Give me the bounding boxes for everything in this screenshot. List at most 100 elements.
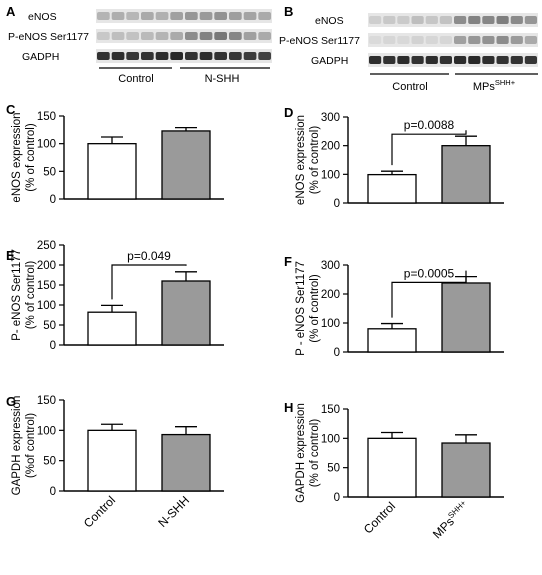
blot-band (258, 52, 271, 60)
chart-h-ylabel-line: GAPDH expression (295, 403, 307, 503)
chart-f-bar-1 (367, 328, 417, 353)
chart-e-ytick-label: 250 (37, 240, 56, 252)
blot-b-group-label-mps-sup: SHH+ (495, 78, 516, 87)
blot-b-row-label-gadph: GADPH (311, 55, 348, 67)
chart-g-ytick-label: 150 (37, 395, 56, 407)
chart-g-ytick-label: 100 (37, 425, 56, 437)
blot-band (155, 52, 169, 60)
chart-g-ytick-label: 50 (43, 456, 56, 468)
blot-band (468, 56, 481, 64)
chart-e-significance-bracket (111, 264, 187, 300)
blot-b-row-label-p-enos: P-eNOS Ser1177 (279, 35, 360, 47)
blot-band (199, 32, 213, 40)
panel-letter-g: G (6, 394, 16, 409)
blot-band (170, 52, 183, 60)
blot-strip (368, 33, 538, 47)
chart-e-significance-label: p=0.049 (127, 249, 171, 263)
blot-band (155, 12, 169, 20)
chart-d-ytick-label: 300 (321, 112, 340, 124)
blot-band (258, 12, 271, 20)
blot-b-group-label-control: Control (392, 81, 427, 93)
blot-a-row-label-enos: eNOS (28, 11, 57, 23)
blot-band (411, 36, 424, 44)
blot-band (243, 32, 257, 40)
chart-e-ytick-label: 200 (37, 260, 56, 272)
chart-e-ytick-label: 150 (37, 280, 56, 292)
chart-c-ytick-label: 50 (43, 166, 56, 178)
chart-e-ytick-label: 100 (37, 300, 56, 312)
blot-band (482, 16, 495, 24)
chart-g-bar-1 (87, 429, 137, 492)
chart-f-ylabel-line: (% of control) (309, 274, 321, 343)
panel-letter-b: B (284, 4, 293, 19)
blot-band (383, 36, 396, 44)
blot-band (397, 56, 410, 64)
chart-h-ytick-label: 150 (321, 404, 340, 416)
blot-band (411, 16, 424, 24)
chart-f-ytick-label: 0 (334, 347, 340, 359)
blot-band (425, 56, 438, 64)
blot-band (496, 56, 509, 64)
blot-band (369, 56, 382, 64)
blot-band (510, 56, 523, 64)
chart-h-xtick-label-2: MPsSHH+ (429, 498, 472, 541)
blot-band (185, 52, 198, 60)
chart-f-bar-2 (441, 282, 491, 353)
chart-f-significance-bracket (391, 270, 467, 318)
blot-band (425, 36, 438, 44)
chart-f-significance-label: p=0.0005 (404, 266, 455, 280)
chart-g-xtick-label-2: N-SHH (155, 493, 192, 530)
blot-band (383, 56, 396, 64)
chart-g-bar-2 (161, 433, 211, 492)
blot-band (111, 32, 125, 40)
chart-f-ytick-label: 100 (321, 318, 340, 330)
panel-letter-d: D (284, 105, 293, 120)
blot-band (454, 16, 467, 24)
blot-band (214, 32, 227, 40)
blot-band (369, 16, 382, 24)
blot-band (510, 16, 523, 24)
blot-band (111, 12, 125, 20)
blot-strip (96, 29, 272, 43)
blot-band (383, 16, 396, 24)
chart-g-ytick-label: 0 (50, 486, 56, 498)
chart-d-ylabel-line: (% of control) (309, 126, 321, 195)
chart-d-ytick-label: 100 (321, 169, 340, 181)
blot-band (170, 32, 183, 40)
blot-strip (368, 53, 538, 67)
blot-band (214, 12, 227, 20)
chart-h-ytick-label: 0 (334, 492, 340, 504)
chart-h-ylabel-line: (% of control) (309, 419, 321, 488)
blot-band (468, 36, 481, 44)
chart-c-ylabel-line: eNOS expression (11, 112, 23, 202)
blot-band (170, 12, 183, 20)
blot-band (155, 32, 169, 40)
chart-h-xtick-label-1: Control (361, 499, 398, 536)
chart-c-bar-2 (161, 130, 211, 200)
blot-band (524, 56, 537, 64)
chart-h-bar-1 (367, 437, 417, 498)
blot-band (243, 12, 257, 20)
bar-charts: 0 50 100 150 eNOS expression (% of control) 0 1… (11, 111, 504, 541)
blot-band (482, 56, 495, 64)
blot-band (199, 12, 213, 20)
blot-a-group-label-control: Control (118, 73, 153, 85)
chart-d-bar-1 (367, 173, 417, 204)
chart-d-ytick-label: 200 (321, 141, 340, 153)
blot-band (425, 16, 438, 24)
chart-d-bar-2 (441, 145, 491, 204)
blot-band (214, 52, 227, 60)
blot-a-row-label-gadph: GADPH (22, 51, 59, 63)
chart-g-ylabel-line: GAPDH expression (11, 396, 23, 496)
chart-g-xtick-label-base: N-SHH (155, 493, 192, 530)
chart-g-ylabel-line: (%of control) (25, 413, 37, 478)
blot-band (185, 12, 198, 20)
blot-band (482, 36, 495, 44)
chart-h-xtick-label-base: Control (361, 499, 398, 536)
panel-letter-h: H (284, 400, 293, 415)
blot-band (496, 36, 509, 44)
blot-band (141, 32, 154, 40)
